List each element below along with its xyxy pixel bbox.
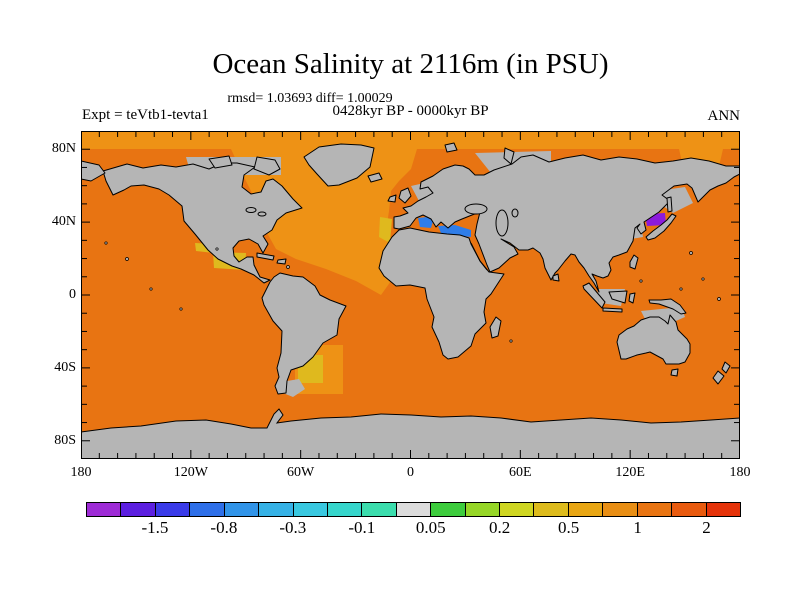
x-tick-label-0: 180 — [70, 465, 92, 480]
nw-africa-gold-patch — [379, 217, 392, 243]
victoria-island — [208, 155, 233, 169]
colorbar-segment-14 — [568, 503, 604, 516]
britain — [398, 187, 412, 204]
colorbar-tick-label-5: 0.2 — [489, 518, 511, 537]
new-zealand-south — [712, 370, 725, 385]
tasmania — [670, 368, 679, 377]
west-mediterranean-blue-patch — [418, 217, 433, 228]
colorbar-segment-15 — [603, 503, 638, 516]
red-sea-line — [470, 242, 488, 271]
colorbar-tick-label-3: -0.1 — [348, 518, 376, 537]
x-tick-label-2: 60W — [287, 465, 315, 480]
colorbar-segment-6 — [293, 503, 328, 516]
world-landmasses — [80, 142, 741, 395]
baffin-island — [253, 156, 281, 176]
eurasia — [393, 154, 741, 293]
hispaniola — [276, 258, 287, 265]
black-sea — [464, 203, 488, 215]
small-islands — [104, 241, 721, 343]
colorbar-segment-17 — [672, 503, 707, 516]
colorbar-tick-label-2: -0.3 — [279, 518, 307, 537]
colorbar-segment-9 — [396, 503, 432, 516]
sri-lanka — [552, 273, 560, 282]
y-tick-label-4: 80S — [54, 432, 76, 448]
colorbar-segment-18 — [706, 503, 741, 516]
colorbar-segment-3 — [190, 503, 225, 516]
period-subtitle: 0428kyr BP - 0000kyr BP — [332, 103, 489, 119]
colorbar-tick-label-8: 2 — [702, 518, 711, 537]
colorbar-tick-label-0: -1.5 — [141, 518, 169, 537]
colorbar-segment-2 — [155, 503, 191, 516]
iceland — [367, 172, 383, 183]
japan — [645, 213, 677, 241]
ireland — [387, 194, 397, 203]
x-tick-label-3: 0 — [407, 465, 414, 480]
axis-ticks — [82, 132, 739, 458]
colorbar-segment-4 — [224, 503, 260, 516]
inland-seas — [245, 203, 519, 271]
x-tick-label-1: 120W — [173, 465, 208, 480]
new-zealand-north — [721, 361, 731, 374]
east-mediterranean-blue-patch — [438, 225, 471, 237]
colorbar-segment-11 — [465, 503, 501, 516]
colorbar — [86, 502, 741, 517]
antarctica-coastline — [80, 408, 741, 433]
great-lake-west — [245, 207, 257, 213]
madagascar — [489, 316, 502, 339]
y-tick-label-2: 0 — [69, 287, 76, 302]
colorbar-tick-label-7: 1 — [633, 518, 642, 537]
x-tick-label-5: 120E — [615, 465, 645, 480]
stats-subtitle: rmsd= 1.03693 diff= 1.00029 — [227, 91, 393, 106]
colorbar-segment-10 — [431, 503, 466, 516]
colorbar-tick-label-6: 0.5 — [558, 518, 580, 537]
new-guinea — [648, 298, 687, 315]
borneo — [608, 290, 628, 304]
caspian-sea — [495, 209, 509, 237]
colorbar-tick-label-4: 0.05 — [415, 518, 446, 537]
greenland — [303, 143, 375, 187]
world-map-svg — [80, 131, 741, 459]
y-tick-label-0: 80N — [51, 141, 76, 157]
north-america — [102, 162, 303, 284]
sulawesi — [628, 292, 636, 304]
philippines — [629, 254, 639, 270]
colorbar-segment-7 — [327, 503, 363, 516]
java — [602, 307, 623, 313]
australia — [616, 314, 691, 365]
chart-title: Ocean Salinity at 2116m (in PSU) — [212, 48, 609, 80]
experiment-label: Expt = teVtb1-tevta1 — [82, 107, 209, 123]
x-tick-label-6: 180 — [729, 465, 751, 480]
world-map-plot — [80, 131, 741, 459]
colorbar-segment-1 — [121, 503, 156, 516]
x-tick-label-4: 60E — [509, 465, 532, 480]
africa — [378, 227, 505, 360]
south-america — [261, 272, 347, 395]
sakhalin — [666, 196, 673, 213]
aral-sea — [511, 208, 519, 218]
svalbard — [444, 142, 458, 153]
colorbar-segment-16 — [637, 503, 673, 516]
antarctica — [81, 409, 740, 459]
colorbar-segment-8 — [362, 503, 397, 516]
great-lake-east — [257, 211, 267, 217]
cuba — [256, 252, 275, 261]
colorbar-segment-13 — [534, 503, 569, 516]
season-label: ANN — [707, 108, 741, 124]
y-tick-label-1: 40N — [51, 214, 76, 230]
colorbar-segment-12 — [500, 503, 535, 516]
colorbar-segment-5 — [259, 503, 294, 516]
y-tick-label-3: 40S — [54, 359, 76, 375]
colorbar-tick-label-1: -0.8 — [210, 518, 238, 537]
sumatra — [582, 282, 606, 309]
map-frame — [81, 131, 740, 459]
colorbar-segment-0 — [87, 503, 122, 516]
